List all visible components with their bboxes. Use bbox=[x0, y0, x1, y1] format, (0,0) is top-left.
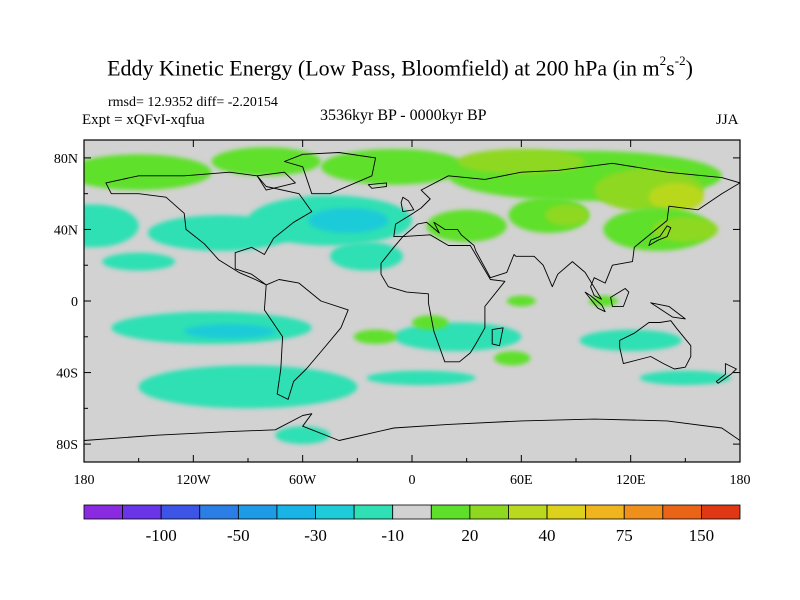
field-anomaly-region bbox=[330, 241, 403, 271]
field-anomaly-region bbox=[494, 351, 531, 366]
coastline-japan bbox=[648, 225, 672, 246]
coastline-greenland bbox=[283, 152, 377, 195]
colorbar-swatch bbox=[199, 504, 239, 520]
colorbar-swatch bbox=[315, 504, 355, 520]
lon-tick-label: 180 bbox=[730, 473, 751, 488]
field-anomaly-region bbox=[275, 426, 330, 445]
coastline-borneo bbox=[610, 288, 630, 307]
colorbar-label: -50 bbox=[227, 526, 250, 545]
lon-tick-label: 120W bbox=[176, 473, 211, 488]
field-anomaly-region bbox=[412, 315, 449, 330]
period-label: 3536kyr BP - 0000kyr BP bbox=[320, 107, 487, 124]
colorbar-swatch bbox=[237, 504, 278, 520]
colorbar-label: -10 bbox=[381, 526, 404, 545]
coastline-eurasia bbox=[393, 162, 740, 300]
colorbar-swatch bbox=[623, 504, 664, 520]
colorbar-label: 75 bbox=[616, 526, 633, 545]
coastline-iceland bbox=[367, 182, 387, 189]
coastline-australia bbox=[619, 320, 692, 370]
colorbar-swatch bbox=[469, 504, 509, 520]
season-label: JJA bbox=[716, 112, 739, 128]
field-anomaly-region bbox=[426, 209, 507, 242]
field-anomaly-region bbox=[545, 204, 589, 226]
colorbar-swatch bbox=[392, 504, 432, 520]
colorbar-label: 20 bbox=[461, 526, 478, 545]
colorbar-swatch bbox=[430, 504, 471, 520]
field-anomaly-region bbox=[353, 329, 398, 344]
field-anomaly-region bbox=[138, 365, 358, 409]
coastline-sumatra bbox=[584, 291, 606, 313]
lon-tick-label: 120E bbox=[616, 473, 646, 488]
field-anomaly-region bbox=[579, 329, 682, 352]
lon-tick-label: 0 bbox=[409, 473, 416, 488]
colorbar-swatch bbox=[585, 504, 625, 520]
lat-tick-label: 80N bbox=[54, 152, 78, 167]
colorbar-swatch bbox=[353, 504, 394, 520]
field-anomaly-region bbox=[102, 252, 176, 271]
field-anomaly-region bbox=[639, 370, 731, 386]
colorbar-swatch bbox=[662, 504, 702, 520]
coastline-south-america bbox=[263, 279, 349, 400]
axis-ticks: 180 120W 60W 0 60E 120E 180 80N 40N 0 40S 80S bbox=[54, 140, 751, 488]
field-layer bbox=[84, 147, 731, 445]
lon-tick-label: 180 bbox=[74, 473, 95, 488]
field-anomaly-region bbox=[506, 295, 536, 307]
field-anomaly-region bbox=[652, 216, 719, 242]
colorbar-label: -30 bbox=[304, 526, 327, 545]
colorbar-label: -100 bbox=[146, 526, 177, 545]
field-anomaly-region bbox=[366, 370, 476, 386]
lat-tick-label: 40S bbox=[56, 367, 78, 382]
colorbar: -100 -50 -30 -10 20 40 75 150 bbox=[83, 504, 741, 545]
field-anomaly-region bbox=[84, 154, 212, 191]
coastline-africa bbox=[380, 234, 506, 363]
colorbar-swatch bbox=[701, 504, 741, 520]
map-title: Eddy Kinetic Energy (Low Pass, Bloomfiel… bbox=[107, 53, 693, 81]
colorbar-swatch bbox=[83, 504, 123, 520]
coastline-new-guinea bbox=[650, 302, 686, 320]
lon-tick-label: 60W bbox=[289, 473, 317, 488]
field-anomaly-region bbox=[320, 148, 467, 185]
colorbar-swatch bbox=[276, 504, 316, 520]
coastline-new-zealand bbox=[715, 363, 737, 384]
coastline-layer bbox=[84, 152, 740, 441]
lat-tick-label: 80S bbox=[56, 438, 78, 453]
stats-text: rmsd= 12.9352 diff= -2.20154 bbox=[108, 95, 278, 110]
lat-tick-label: 0 bbox=[71, 295, 78, 310]
coastline-britain bbox=[400, 196, 415, 213]
colorbar-swatch bbox=[546, 504, 587, 520]
coastline-madagascar bbox=[491, 327, 504, 347]
colorbar-swatch bbox=[508, 504, 548, 520]
field-anomaly-region bbox=[147, 215, 294, 251]
field-anomaly-region bbox=[393, 322, 522, 352]
colorbar-swatch bbox=[122, 504, 162, 520]
field-anomaly-region bbox=[84, 204, 139, 248]
coastline-antarctica-coast bbox=[84, 413, 740, 441]
field-anomaly-region bbox=[308, 207, 389, 234]
field-anomaly-region bbox=[648, 182, 704, 212]
lon-tick-label: 60E bbox=[510, 473, 533, 488]
experiment-label: Expt = xQFvI-xqfua bbox=[82, 112, 205, 128]
colorbar-swatch bbox=[160, 504, 201, 520]
colorbar-label: 150 bbox=[689, 526, 715, 545]
lat-tick-label: 40N bbox=[54, 223, 78, 238]
field-anomaly-region bbox=[184, 324, 276, 339]
colorbar-label: 40 bbox=[539, 526, 556, 545]
field-anomaly-region bbox=[457, 148, 586, 174]
coastline-baffin-island bbox=[256, 171, 296, 191]
field-anomaly-region bbox=[211, 147, 321, 176]
